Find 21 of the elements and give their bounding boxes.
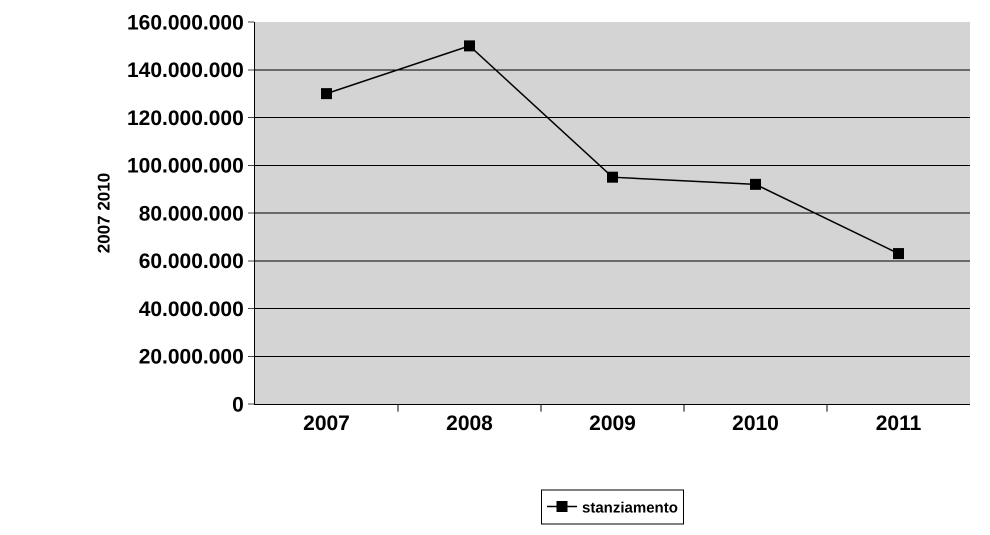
x-tick-label: 2010 xyxy=(732,412,779,436)
y-tick-label: 0 xyxy=(232,393,244,416)
x-tick-label: 2011 xyxy=(876,412,922,436)
y-tick-label: 160.000.000 xyxy=(127,11,244,34)
point xyxy=(321,88,332,100)
y-tick-label: 60.000.000 xyxy=(138,250,244,274)
legend-label: stanziamento xyxy=(582,499,678,516)
y-tick-label: 40.000.000 xyxy=(138,298,244,321)
y-tick-label: 20.000.000 xyxy=(138,346,244,369)
y-tick-label: 80.000.000 xyxy=(138,202,244,226)
y-tick-label: 120.000.000 xyxy=(127,106,244,130)
point xyxy=(464,40,475,52)
y-axis-title: 2007 2010 xyxy=(94,172,114,254)
y-tick-label: 100.000.000 xyxy=(127,154,244,178)
point xyxy=(750,178,761,190)
x-tick-label: 2009 xyxy=(589,412,636,436)
point xyxy=(607,172,618,183)
point xyxy=(893,248,904,260)
y-tick-label: 140.000.000 xyxy=(127,59,244,82)
x-tick-label: 2007 xyxy=(303,412,350,436)
x-tick-label: 2008 xyxy=(446,412,494,436)
